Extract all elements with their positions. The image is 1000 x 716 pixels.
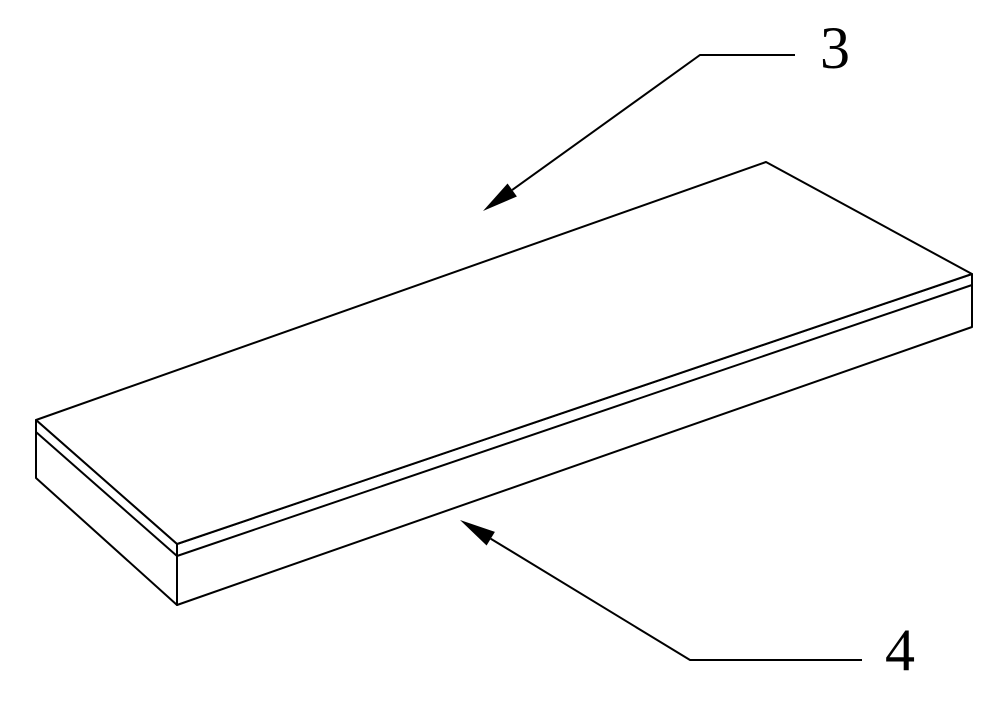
label-3: 3 xyxy=(820,18,850,78)
label-4: 4 xyxy=(885,620,915,680)
diagram-svg xyxy=(0,0,1000,716)
label-4-text: 4 xyxy=(885,617,915,683)
arrow-top-head xyxy=(483,183,517,211)
label-3-text: 3 xyxy=(820,15,850,81)
arrow-bottom-head xyxy=(460,520,495,546)
arrow-bottom-leader xyxy=(491,539,862,660)
